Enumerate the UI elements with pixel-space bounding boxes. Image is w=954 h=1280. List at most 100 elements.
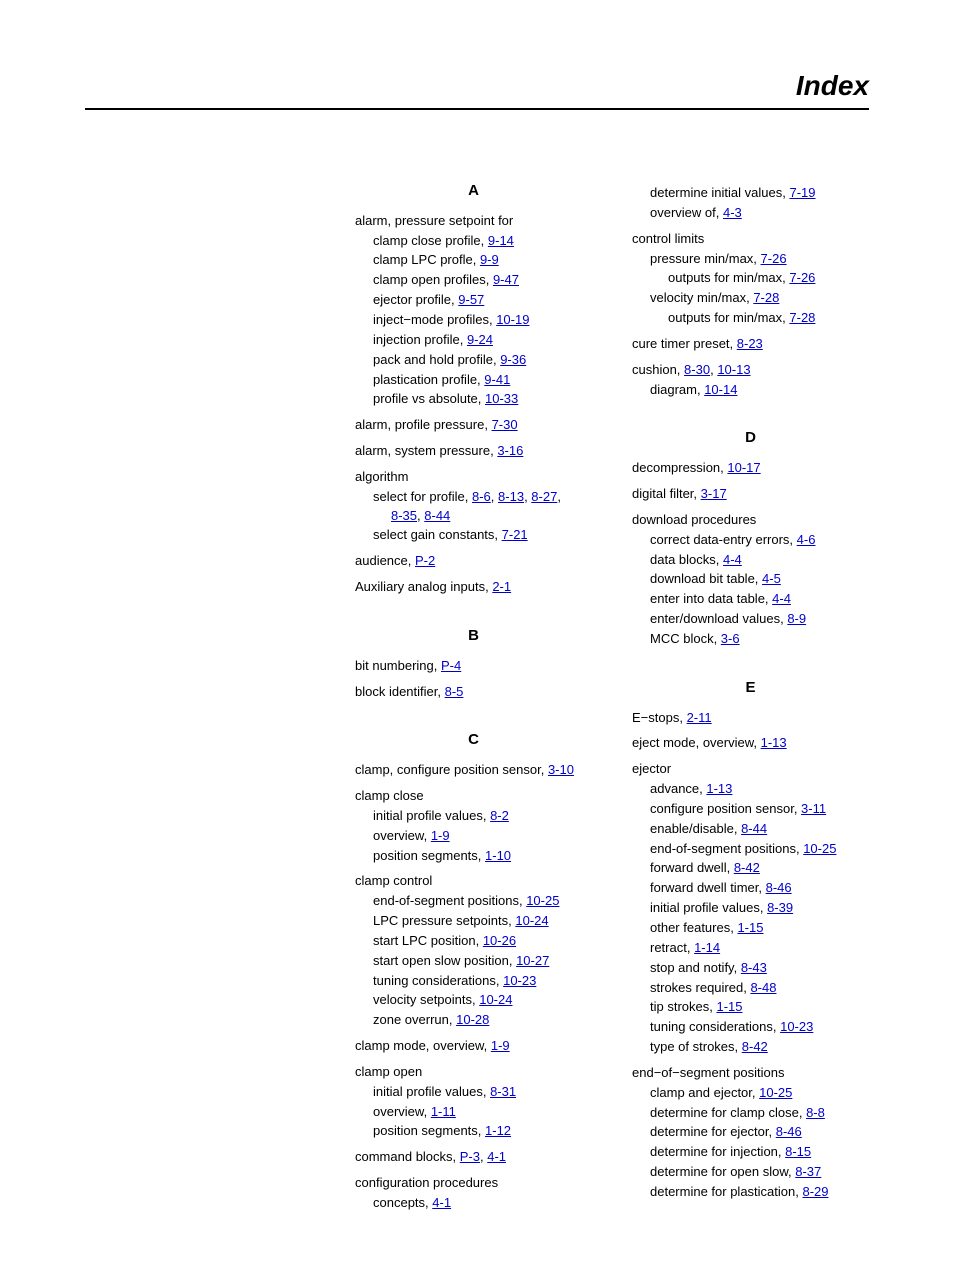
entry-text: download bit table, <box>650 571 762 586</box>
entry-head: clamp open <box>355 1063 592 1082</box>
page-link[interactable]: 7-28 <box>753 290 779 305</box>
page-link[interactable]: 10-25 <box>526 893 559 908</box>
page-link[interactable]: 1-9 <box>431 828 450 843</box>
page-link[interactable]: 8-43 <box>741 960 767 975</box>
page-link[interactable]: 7-26 <box>789 270 815 285</box>
page-link[interactable]: 7-26 <box>761 251 787 266</box>
page-link[interactable]: 2-1 <box>492 579 511 594</box>
entry-text: clamp mode, overview, <box>355 1038 491 1053</box>
page-link[interactable]: 3-16 <box>497 443 523 458</box>
page-link[interactable]: 1-15 <box>716 999 742 1014</box>
page-link[interactable]: 3-17 <box>701 486 727 501</box>
page-link[interactable]: 10-33 <box>485 391 518 406</box>
entry-alarm-system: alarm, system pressure, 3-16 <box>355 442 592 461</box>
entry-configuration: configuration procedures concepts, 4-1 <box>355 1174 592 1213</box>
page-link[interactable]: 1-15 <box>737 920 763 935</box>
page-link[interactable]: 8-46 <box>766 880 792 895</box>
page-link[interactable]: 4-4 <box>723 552 742 567</box>
page-link[interactable]: 9-41 <box>484 372 510 387</box>
page-link[interactable]: 8-13 <box>498 489 524 504</box>
page-link[interactable]: 1-12 <box>485 1123 511 1138</box>
page-link[interactable]: 8-15 <box>785 1144 811 1159</box>
page-link[interactable]: 3-6 <box>721 631 740 646</box>
page-link[interactable]: P-4 <box>441 658 461 673</box>
page-link[interactable]: 8-8 <box>806 1105 825 1120</box>
page-link[interactable]: 10-28 <box>456 1012 489 1027</box>
entry-head: cushion, 8-30, 10-13 <box>632 361 869 380</box>
page-link[interactable]: 8-42 <box>742 1039 768 1054</box>
page-link[interactable]: 4-4 <box>772 591 791 606</box>
page-link[interactable]: 1-11 <box>431 1104 456 1119</box>
page-link[interactable]: 8-6 <box>472 489 491 504</box>
page-link[interactable]: 8-31 <box>490 1084 516 1099</box>
sub-entry: enable/disable, 8-44 <box>650 820 869 839</box>
page-link[interactable]: 8-27 <box>531 489 557 504</box>
page-link[interactable]: 4-6 <box>797 532 816 547</box>
entry-estops: E−stops, 2-11 <box>632 709 869 728</box>
entry-text: digital filter, <box>632 486 701 501</box>
page-link[interactable]: 3-11 <box>801 801 826 816</box>
entry-text: clamp and ejector, <box>650 1085 759 1100</box>
page-link[interactable]: 8-44 <box>741 821 767 836</box>
page-link[interactable]: 1-13 <box>706 781 732 796</box>
page-link[interactable]: 8-5 <box>445 684 464 699</box>
page-link[interactable]: P-2 <box>415 553 435 568</box>
page-link[interactable]: 8-2 <box>490 808 509 823</box>
page-link[interactable]: 10-17 <box>727 460 760 475</box>
entry-text: retract, <box>650 940 694 955</box>
page-link[interactable]: 4-1 <box>487 1149 506 1164</box>
page-link[interactable]: 9-24 <box>467 332 493 347</box>
sub-entry: clamp and ejector, 10-25 <box>650 1084 869 1103</box>
page-link[interactable]: 8-29 <box>802 1184 828 1199</box>
page-title: Index <box>85 70 869 110</box>
page-link[interactable]: 1-9 <box>491 1038 510 1053</box>
page-link[interactable]: 10-23 <box>780 1019 813 1034</box>
page-link[interactable]: 9-57 <box>458 292 484 307</box>
page-link[interactable]: 3-10 <box>548 762 574 777</box>
page-link[interactable]: 8-35 <box>391 508 417 523</box>
page-link[interactable]: 10-13 <box>717 362 750 377</box>
page-link[interactable]: 10-25 <box>803 841 836 856</box>
page-link[interactable]: 8-37 <box>795 1164 821 1179</box>
page-link[interactable]: 8-9 <box>787 611 806 626</box>
page-link[interactable]: 1-14 <box>694 940 720 955</box>
page-link[interactable]: 8-23 <box>737 336 763 351</box>
page-link[interactable]: 8-44 <box>424 508 450 523</box>
page-link[interactable]: 7-19 <box>789 185 815 200</box>
page-link[interactable]: 10-19 <box>496 312 529 327</box>
sub-entry: stop and notify, 8-43 <box>650 959 869 978</box>
page-link[interactable]: 7-21 <box>502 527 528 542</box>
sub-entry: strokes required, 8-48 <box>650 979 869 998</box>
page-link[interactable]: 8-46 <box>776 1124 802 1139</box>
page-link[interactable]: 1-10 <box>485 848 511 863</box>
page-link[interactable]: 10-24 <box>479 992 512 1007</box>
page-link[interactable]: 9-9 <box>480 252 499 267</box>
page-link[interactable]: 10-27 <box>516 953 549 968</box>
page-link[interactable]: 8-30 <box>684 362 710 377</box>
page-link[interactable]: 10-14 <box>704 382 737 397</box>
page-link[interactable]: 10-23 <box>503 973 536 988</box>
page-link[interactable]: 1-13 <box>761 735 787 750</box>
page-link[interactable]: 4-5 <box>762 571 781 586</box>
page-link[interactable]: 10-25 <box>759 1085 792 1100</box>
entry-text: zone overrun, <box>373 1012 456 1027</box>
entry-text: end-of-segment positions, <box>650 841 803 856</box>
page-link[interactable]: 10-24 <box>515 913 548 928</box>
page-link[interactable]: 8-39 <box>767 900 793 915</box>
entry-head: control limits <box>632 230 869 249</box>
page-link[interactable]: 7-30 <box>492 417 518 432</box>
page-link[interactable]: 9-47 <box>493 272 519 287</box>
page-link[interactable]: 2-11 <box>687 710 712 725</box>
section-letter-d: D <box>632 427 869 449</box>
sub-sub-entry: outputs for min/max, 7-28 <box>668 309 869 328</box>
entry-text: determine for plastication, <box>650 1184 802 1199</box>
page-link[interactable]: 10-26 <box>483 933 516 948</box>
page-link[interactable]: 8-42 <box>734 860 760 875</box>
page-link[interactable]: 9-14 <box>488 233 514 248</box>
page-link[interactable]: P-3 <box>460 1149 480 1164</box>
page-link[interactable]: 8-48 <box>750 980 776 995</box>
page-link[interactable]: 7-28 <box>789 310 815 325</box>
page-link[interactable]: 9-36 <box>500 352 526 367</box>
page-link[interactable]: 4-3 <box>723 205 742 220</box>
page-link[interactable]: 4-1 <box>432 1195 451 1210</box>
